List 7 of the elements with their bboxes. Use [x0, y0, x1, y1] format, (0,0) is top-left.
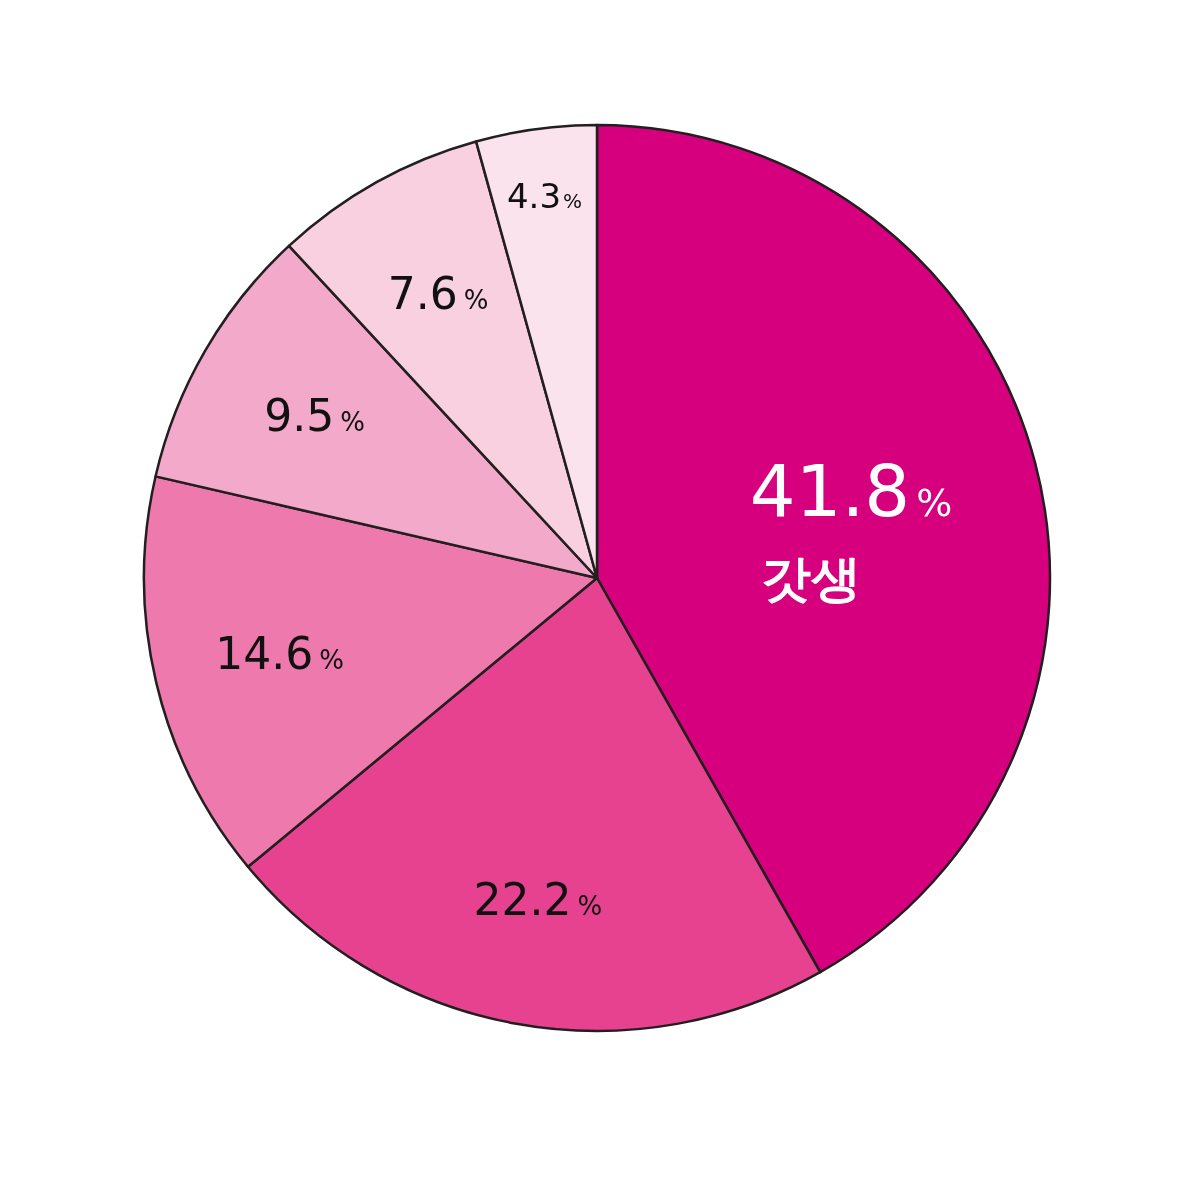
- data-label: 4.3%: [506, 175, 583, 216]
- data-label: 9.5%: [264, 389, 366, 441]
- data-label: 41.8%: [749, 449, 953, 534]
- data-label: 14.6%: [215, 628, 344, 680]
- data-label: 22.2%: [473, 873, 603, 925]
- slice-label: 갓생: [761, 550, 862, 609]
- data-label: 7.6%: [387, 268, 489, 320]
